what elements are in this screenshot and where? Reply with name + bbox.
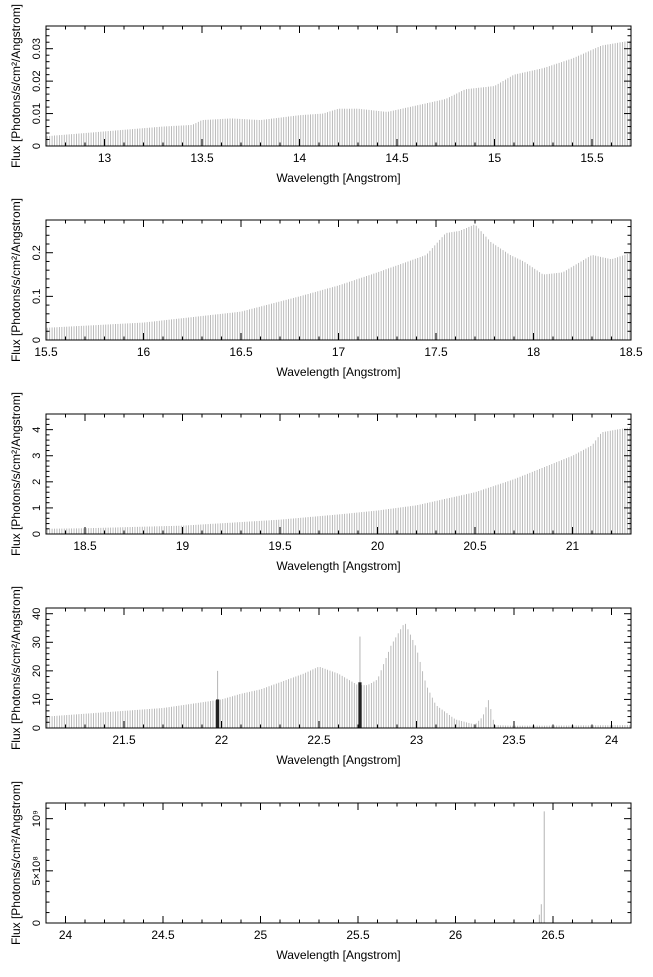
x-tick-label: 20.5 — [463, 539, 487, 553]
x-tick-label: 26 — [449, 928, 463, 942]
x-tick-label: 26.5 — [541, 928, 565, 942]
y-axis-label: Flux [Photons/s/cm²/Angstrom] — [9, 198, 23, 362]
y-axis-label: Flux [Photons/s/cm²/Angstrom] — [9, 4, 23, 168]
x-tick-label: 13 — [98, 151, 112, 165]
x-tick-label: 18.5 — [619, 345, 643, 359]
x-tick-label: 22 — [215, 733, 229, 747]
spectrum-bins — [46, 40, 631, 146]
x-tick-label: 23.5 — [502, 733, 526, 747]
y-tick-label: 4 — [31, 427, 43, 433]
x-tick-label: 16 — [137, 345, 151, 359]
x-axis-label: Wavelength [Angstrom] — [276, 559, 400, 573]
y-tick-label: 40 — [31, 608, 43, 620]
y-tick-label: 5×10⁸ — [31, 856, 43, 885]
emission-line-core — [358, 682, 362, 728]
y-tick-label: 20 — [31, 665, 43, 677]
y-tick-label: 1 — [31, 505, 43, 511]
y-tick-label: 0 — [31, 531, 43, 537]
y-tick-label: 0.03 — [31, 38, 43, 59]
x-tick-label: 14 — [293, 151, 307, 165]
y-axis-label: Flux [Photons/s/cm²/Angstrom] — [9, 392, 23, 556]
plot-frame — [45, 413, 632, 535]
spectrum-bins — [46, 224, 631, 340]
x-tick-label: 13.5 — [190, 151, 214, 165]
x-axis-label: Wavelength [Angstrom] — [276, 365, 400, 379]
x-tick-label: 19.5 — [268, 539, 292, 553]
x-tick-label: 19 — [176, 539, 190, 553]
x-tick-label: 15.5 — [34, 345, 58, 359]
x-axis-label: Wavelength [Angstrom] — [276, 948, 400, 962]
x-tick-label: 17 — [332, 345, 346, 359]
y-tick-label: 3 — [31, 453, 43, 459]
x-tick-label: 25 — [254, 928, 268, 942]
x-tick-label: 16.5 — [229, 345, 253, 359]
spectrum-bins — [46, 623, 631, 728]
x-tick-label: 20 — [371, 539, 385, 553]
x-tick-label: 24 — [59, 928, 73, 942]
chart-panel-2: 15.5 16 16.5 17 17.5 18 18.5 0 0.1 0.2 Wavelength … — [9, 198, 643, 379]
y-tick-label: 10⁹ — [31, 810, 43, 827]
y-tick-label: 0 — [31, 725, 43, 731]
plot-frame — [45, 25, 632, 147]
chart-panel-4: 21.5 22 22.5 23 23.5 24 0 10 20 30 40 Wavelength [A… — [9, 586, 632, 767]
x-tick-label: 15.5 — [580, 151, 604, 165]
plot-frame — [45, 219, 632, 341]
y-tick-label: 0.2 — [31, 245, 43, 260]
x-tick-label: 25.5 — [346, 928, 370, 942]
y-tick-label: 30 — [31, 636, 43, 648]
x-tick-label: 18 — [527, 345, 541, 359]
x-tick-label: 21 — [566, 539, 580, 553]
y-tick-label: 0 — [31, 143, 43, 149]
y-tick-label: 0.01 — [31, 103, 43, 124]
plot-frame — [45, 607, 632, 729]
x-tick-label: 18.5 — [73, 539, 97, 553]
y-tick-label: 0 — [31, 337, 43, 343]
y-tick-label: 10 — [31, 693, 43, 705]
x-tick-label: 24 — [605, 733, 619, 747]
x-tick-label: 22.5 — [307, 733, 331, 747]
y-tick-label: 0 — [31, 920, 43, 926]
y-axis-label: Flux [Photons/s/cm²/Angstrom] — [9, 586, 23, 750]
chart-panel-1: 13 13.5 14 14.5 15 15.5 0 0.01 0.02 0.03 Wavelengt… — [9, 4, 632, 185]
y-tick-label: 0.02 — [31, 70, 43, 91]
spectrum-bins — [46, 427, 631, 534]
y-tick-label: 2 — [31, 479, 43, 485]
x-tick-label: 14.5 — [385, 151, 409, 165]
x-axis-label: Wavelength [Angstrom] — [276, 171, 400, 185]
y-tick-label: 0.1 — [31, 289, 43, 304]
chart-panel-5: 24 24.5 25 25.5 26 26.5 0 5×10⁸ 10⁹ Wavelength [A… — [9, 781, 632, 962]
x-tick-label: 15 — [488, 151, 502, 165]
chart-panel-3: 18.5 19 19.5 20 20.5 21 0 1 2 3 4 Wavelength [Angst… — [9, 392, 632, 573]
x-axis-label: Wavelength [Angstrom] — [276, 753, 400, 767]
x-tick-label: 23 — [410, 733, 424, 747]
plot-frame — [45, 802, 632, 924]
emission-line-core — [216, 699, 220, 728]
x-tick-label: 24.5 — [151, 928, 175, 942]
y-axis-label: Flux [Photons/s/cm²/Angstrom] — [9, 781, 23, 945]
x-tick-label: 21.5 — [112, 733, 136, 747]
x-tick-label: 17.5 — [424, 345, 448, 359]
